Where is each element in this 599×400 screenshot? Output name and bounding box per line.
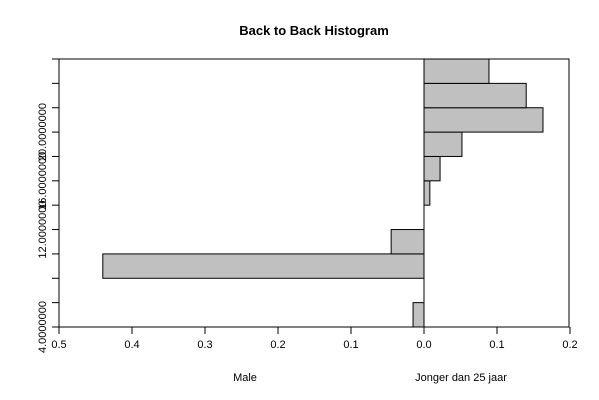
- x-tick-label-7: 0.2: [562, 339, 577, 351]
- x-axis: 0.5 0.4 0.3 0.2 0.1 0.0 0.1 0.2: [51, 327, 578, 351]
- y-tick-label-1: 12.0000000: [37, 200, 49, 258]
- x-tick-label-3: 0.2: [270, 339, 285, 351]
- y-tick-label-0: 4.0000000: [37, 301, 49, 353]
- x-tick-label-6: 0.1: [489, 339, 504, 351]
- y-tick-label-3: 20.0000000: [37, 103, 49, 161]
- x-tick-label-0: 0.5: [51, 339, 66, 351]
- bars-layer: [102, 58, 544, 328]
- plot-frame: [58, 58, 570, 328]
- left-bar-0: [412, 302, 425, 328]
- x-tick-label-1: 0.4: [124, 339, 139, 351]
- right-bar-7: [423, 131, 463, 157]
- chart-title: Back to Back Histogram: [239, 23, 389, 38]
- y-tick-label-2: 16.0000000: [37, 152, 49, 210]
- right-bar-8: [423, 107, 544, 133]
- left-bar-2: [102, 253, 425, 279]
- left-series-label: Male: [233, 372, 257, 384]
- right-bar-9: [423, 82, 527, 109]
- left-bar-3: [390, 229, 425, 255]
- right-bar-10: [423, 58, 490, 84]
- x-tick-label-5: 0.0: [416, 339, 431, 351]
- right-series-label: Jonger dan 25 jaar: [415, 372, 507, 384]
- x-tick-label-2: 0.3: [197, 339, 212, 351]
- x-tick-label-4: 0.1: [343, 339, 358, 351]
- right-bar-6: [423, 155, 441, 182]
- right-bar-5: [423, 180, 431, 206]
